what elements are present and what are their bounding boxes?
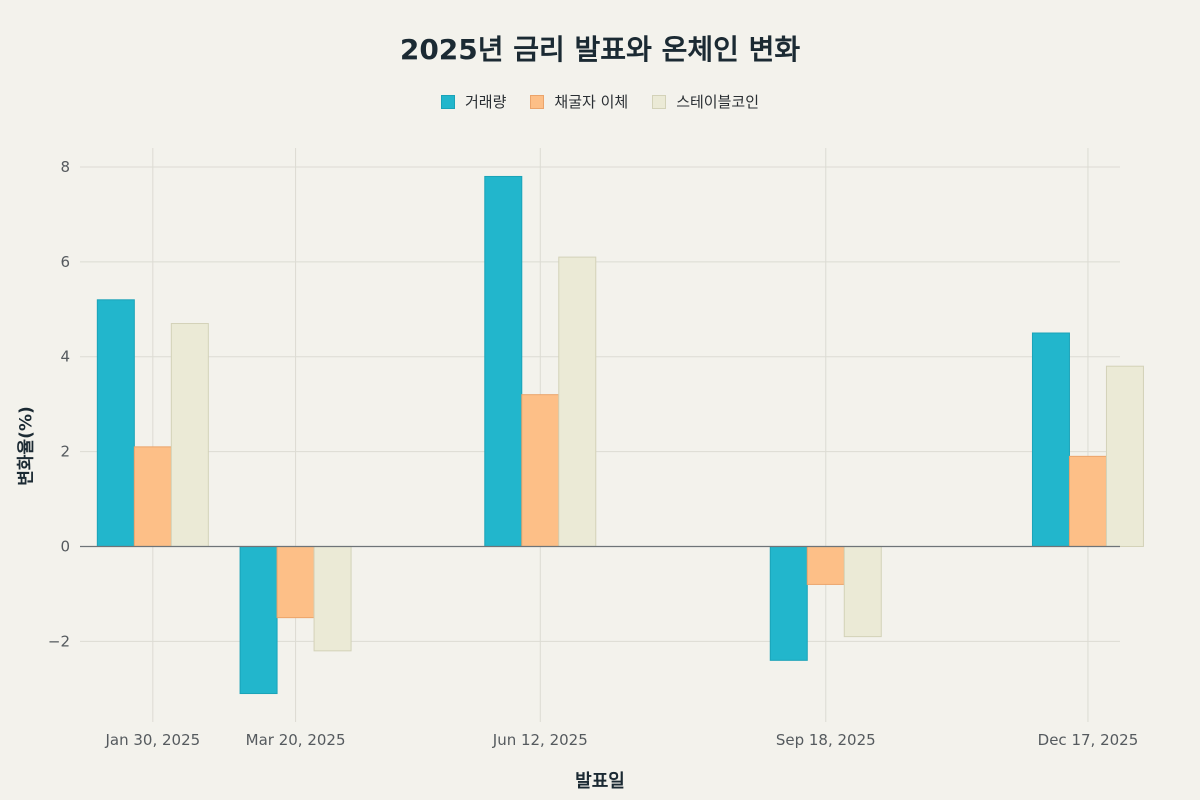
tick-label-layer: −2 0 2 4 6 8 Jan 30, 2025 Mar 20, 2025 Jun 12, 2…: [48, 158, 1138, 749]
bar-layer: [96, 175, 1144, 695]
bar-miner-transfer: [276, 545, 315, 619]
bar-volume: [484, 175, 523, 547]
bar-volume: [96, 299, 135, 547]
x-tick-label: Jan 30, 2025: [104, 731, 200, 749]
legend-item-stablecoin[interactable]: 스테이블코인: [652, 91, 759, 112]
x-tick-label: Dec 17, 2025: [1038, 731, 1139, 749]
bar-miner-transfer: [1068, 455, 1107, 547]
legend-swatch-miner-transfer: [530, 94, 545, 109]
y-tick-label: 4: [60, 348, 70, 366]
y-tick-label: 2: [60, 443, 70, 461]
x-axis-title: 발표일: [575, 771, 625, 792]
legend-label-stablecoin: 스테이블코인: [676, 93, 759, 111]
bar-stablecoin: [1105, 365, 1144, 547]
bar-stablecoin: [170, 323, 209, 547]
bar-volume: [1031, 332, 1070, 547]
bar-stablecoin: [558, 256, 597, 547]
grid-layer: [80, 148, 1120, 722]
bar-volume: [769, 545, 808, 661]
x-tick-label: Jun 12, 2025: [492, 731, 588, 749]
legend-swatch-stablecoin: [652, 94, 667, 109]
y-tick-label: 8: [60, 158, 70, 176]
y-tick-label: 6: [60, 253, 70, 271]
legend-item-volume[interactable]: 거래량: [441, 91, 506, 112]
legend-swatch-volume: [441, 94, 455, 109]
y-tick-label: −2: [48, 632, 70, 650]
x-tick-label: Sep 18, 2025: [776, 731, 876, 749]
bar-stablecoin: [313, 545, 352, 652]
bar-miner-transfer: [806, 545, 845, 585]
chart-title: 2025년 금리 발표와 온체인 변화: [399, 33, 801, 66]
bar-miner-transfer: [521, 394, 560, 547]
bar-miner-transfer: [133, 446, 172, 547]
legend-label-volume: 거래량: [465, 93, 507, 111]
y-axis-title: 변화율(%): [16, 406, 37, 486]
legend-label-miner-transfer: 채굴자 이체: [554, 93, 629, 111]
bar-volume: [239, 545, 278, 695]
legend-item-miner-transfer[interactable]: 채굴자 이체: [530, 91, 628, 112]
y-tick-label: 0: [60, 537, 70, 555]
bar-stablecoin: [843, 545, 882, 638]
x-tick-label: Mar 20, 2025: [246, 731, 346, 749]
legend: 거래량 채굴자 이체 스테이블코인: [0, 91, 1200, 112]
